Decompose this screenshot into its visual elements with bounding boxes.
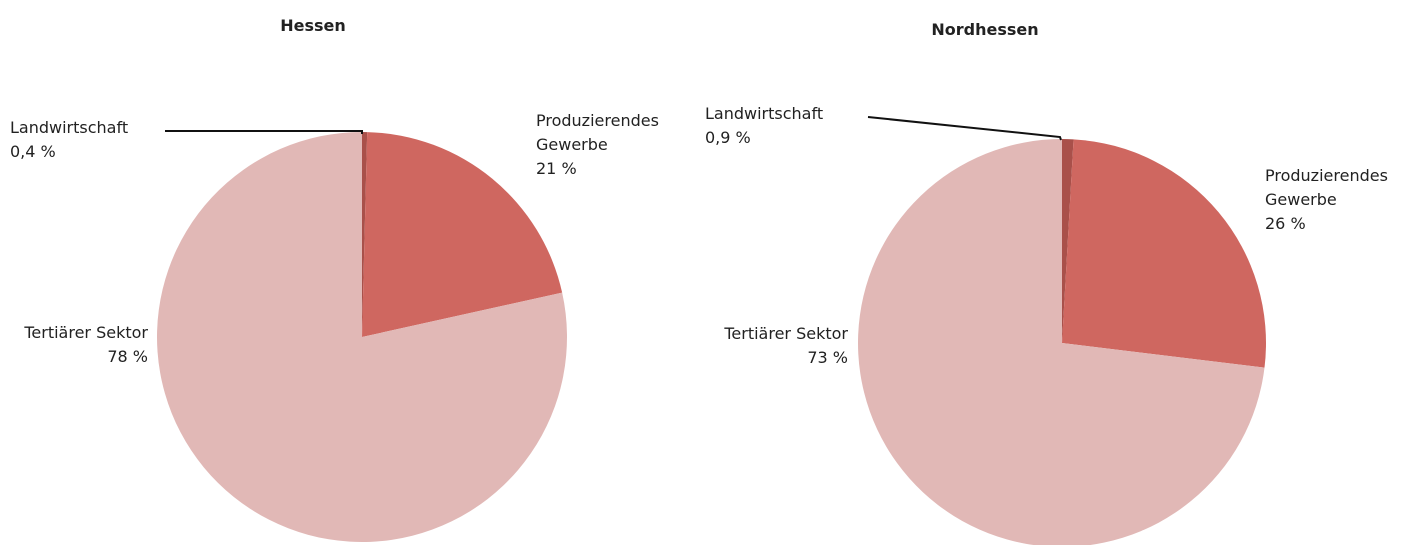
leader-line (165, 130, 363, 134)
chart-title: Nordhessen (931, 20, 1039, 39)
category-label: Tertiärer Sektor (24, 323, 148, 342)
value-label: 73 % (807, 348, 848, 367)
pie-slice (1062, 139, 1074, 343)
value-label: 0,9 % (705, 128, 751, 147)
pie-slice (362, 132, 563, 337)
pie-slice (1062, 139, 1266, 368)
value-label: 26 % (1265, 214, 1306, 233)
slice-label: Landwirtschaft 0,4 % (10, 116, 170, 164)
slice-label: Tertiärer Sektor 73 % (650, 322, 848, 370)
leader-line (867, 116, 1062, 141)
slice-label: Tertiärer Sektor 78 % (0, 321, 148, 369)
value-label: 78 % (107, 347, 148, 366)
category-label: Tertiärer Sektor (724, 324, 848, 343)
category-label: Produzierendes Gewerbe (536, 111, 659, 154)
category-label: Landwirtschaft (10, 118, 129, 137)
pie-slice (362, 132, 368, 337)
category-label: Landwirtschaft (705, 104, 824, 123)
slice-label: Produzierendes Gewerbe 21 % (536, 109, 686, 181)
slice-label: Landwirtschaft 0,9 % (705, 102, 865, 150)
value-label: 0,4 % (10, 142, 56, 161)
value-label: 21 % (536, 159, 577, 178)
slice-label: Produzierendes Gewerbe 26 % (1265, 164, 1415, 236)
chart-title: Hessen (280, 16, 346, 35)
pie-slice (858, 139, 1265, 545)
pie-slice (157, 132, 567, 542)
category-label: Produzierendes Gewerbe (1265, 166, 1388, 209)
